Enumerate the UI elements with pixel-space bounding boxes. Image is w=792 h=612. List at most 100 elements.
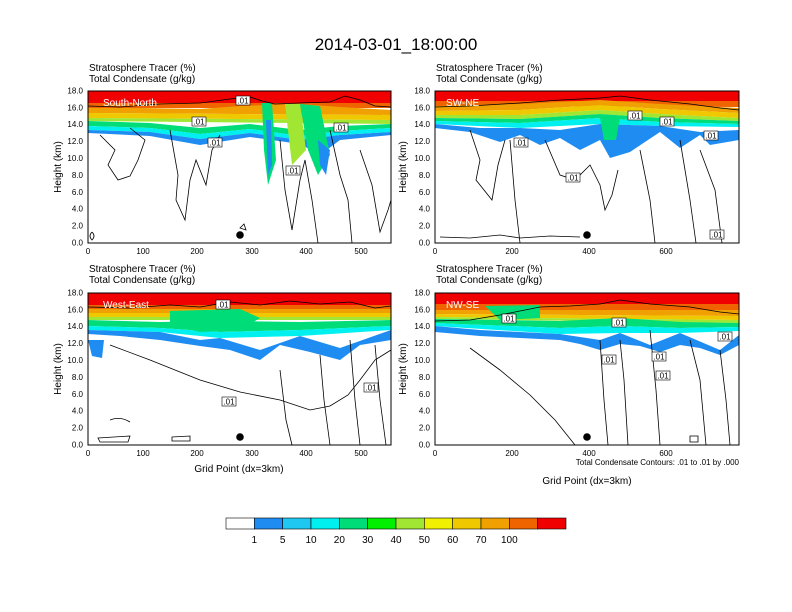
x-tick-label: 600 bbox=[659, 247, 673, 256]
y-tick-label: 8.0 bbox=[419, 171, 431, 180]
x-tick-label: 500 bbox=[354, 247, 368, 256]
contour-label: .01 bbox=[193, 118, 205, 127]
location-marker bbox=[583, 433, 591, 441]
y-tick-label: 0.0 bbox=[72, 441, 84, 450]
contour-label: .01 bbox=[503, 315, 515, 324]
colorbar-level-label: 50 bbox=[419, 535, 431, 546]
colorbar-swatch bbox=[367, 517, 397, 530]
y-tick-label: 0.0 bbox=[419, 441, 431, 450]
y-tick-label: 6.0 bbox=[72, 188, 84, 197]
y-tick-label: 4.0 bbox=[72, 205, 84, 214]
y-tick-label: 10.0 bbox=[414, 356, 430, 365]
colorbar-swatch bbox=[310, 517, 340, 530]
colorbar-swatch bbox=[509, 517, 538, 530]
y-axis-label: Height (km) bbox=[53, 343, 64, 395]
y-tick-label: 12.0 bbox=[67, 339, 83, 348]
condensate-contours bbox=[434, 95, 740, 244]
colorbar-swatch bbox=[225, 517, 255, 530]
colorbar-level-label: 70 bbox=[475, 535, 487, 546]
y-tick-label: 10.0 bbox=[414, 154, 430, 163]
contour-label: .01 bbox=[719, 333, 731, 342]
x-tick-label: 200 bbox=[505, 247, 519, 256]
main-title: 2014-03-01_18:00:00 bbox=[315, 35, 478, 54]
colorbar-level-label: 30 bbox=[362, 535, 374, 546]
y-tick-label: 18.0 bbox=[67, 87, 83, 96]
y-tick-label: 2.0 bbox=[72, 222, 84, 231]
field-fill bbox=[435, 293, 739, 355]
colorbar-level-label: 100 bbox=[501, 535, 518, 546]
contour-label: .01 bbox=[515, 139, 527, 148]
panel-west-east: Stratosphere Tracer (%) Total Condensate… bbox=[53, 264, 392, 475]
contour-label: .01 bbox=[209, 139, 221, 148]
contour-label: .01 bbox=[217, 301, 229, 310]
y-tick-label: 6.0 bbox=[419, 390, 431, 399]
condensate-contours bbox=[87, 300, 392, 446]
y-tick-label: 2.0 bbox=[419, 424, 431, 433]
panel-south-north: Stratosphere Tracer (%) Total Condensate… bbox=[53, 63, 392, 256]
location-marker bbox=[583, 231, 591, 239]
y-tick-label: 10.0 bbox=[67, 154, 83, 163]
colorbar-swatch bbox=[395, 517, 425, 530]
x-axis-ticks: 0 100 200 300 400 500 bbox=[86, 247, 368, 256]
y-tick-label: 18.0 bbox=[414, 289, 430, 298]
y-tick-label: 4.0 bbox=[419, 407, 431, 416]
colorbar-swatch bbox=[424, 517, 453, 530]
plot-frame bbox=[87, 292, 392, 446]
colorbar-level-label: 10 bbox=[305, 535, 317, 546]
field-fill bbox=[88, 91, 391, 185]
y-axis-ticks: 0.0 2.0 4.0 6.0 8.0 10.0 12.0 14.0 16.0 … bbox=[414, 289, 430, 450]
condensate-contours bbox=[434, 299, 740, 446]
contour-label: .01 bbox=[661, 118, 673, 127]
panel-name: West-East bbox=[103, 300, 149, 311]
y-tick-label: 16.0 bbox=[414, 305, 430, 314]
contour-info-note: Total Condensate Contours: .01 to .01 by… bbox=[576, 458, 740, 467]
y-tick-label: 6.0 bbox=[72, 390, 84, 399]
contour-label: .01 bbox=[603, 356, 615, 365]
panel-variable-line2: Total Condensate (g/kg) bbox=[436, 74, 542, 85]
y-tick-label: 4.0 bbox=[419, 205, 431, 214]
contour-label: .01 bbox=[237, 97, 249, 106]
x-tick-label: 400 bbox=[299, 449, 313, 458]
panel-variable-line1: Stratosphere Tracer (%) bbox=[89, 264, 196, 275]
contour-label: .01 bbox=[711, 231, 723, 240]
contour-label: .01 bbox=[613, 319, 625, 328]
field-fill bbox=[435, 91, 739, 158]
panel-nw-se: Stratosphere Tracer (%) Total Condensate… bbox=[398, 264, 740, 487]
x-tick-label: 300 bbox=[245, 247, 259, 256]
colorbar-level-label: 5 bbox=[280, 535, 286, 546]
plot-frame bbox=[434, 292, 740, 446]
panel-variable-line2: Total Condensate (g/kg) bbox=[89, 74, 195, 85]
colorbar-level-label: 60 bbox=[447, 535, 459, 546]
x-tick-label: 400 bbox=[299, 247, 313, 256]
panel-name: NW-SE bbox=[446, 300, 479, 311]
contour-label: .01 bbox=[287, 167, 299, 176]
x-axis-label: Grid Point (dx=3km) bbox=[542, 476, 631, 487]
panel-sw-ne: Stratosphere Tracer (%) Total Condensate… bbox=[398, 63, 740, 256]
y-tick-label: 0.0 bbox=[419, 239, 431, 248]
plot-frame bbox=[87, 90, 392, 244]
x-tick-label: 100 bbox=[136, 449, 150, 458]
contour-label: .01 bbox=[705, 132, 717, 141]
colorbar-swatch bbox=[339, 517, 368, 530]
y-tick-label: 8.0 bbox=[419, 373, 431, 382]
contour-label: .01 bbox=[567, 174, 579, 183]
panel-variable-line1: Stratosphere Tracer (%) bbox=[436, 264, 543, 275]
x-axis-ticks: 0 200 400 600 bbox=[433, 449, 673, 458]
colorbar-level-label: 20 bbox=[334, 535, 346, 546]
y-axis-ticks: 0.0 2.0 4.0 6.0 8.0 10.0 12.0 14.0 16.0 … bbox=[67, 87, 83, 248]
panel-variable-line1: Stratosphere Tracer (%) bbox=[436, 63, 543, 74]
colorbar: 1 5 10 20 30 40 50 60 70 100 bbox=[225, 517, 567, 546]
y-axis-ticks: 0.0 2.0 4.0 6.0 8.0 10.0 12.0 14.0 16.0 … bbox=[414, 87, 430, 248]
colorbar-swatch bbox=[282, 517, 312, 530]
y-tick-label: 8.0 bbox=[72, 373, 84, 382]
condensate-contours bbox=[87, 95, 392, 244]
plot-frame bbox=[434, 90, 740, 244]
x-tick-label: 0 bbox=[86, 449, 91, 458]
y-tick-label: 16.0 bbox=[67, 103, 83, 112]
y-tick-label: 18.0 bbox=[67, 289, 83, 298]
contour-label: .01 bbox=[653, 353, 665, 362]
x-axis-ticks: 0 200 400 600 bbox=[433, 247, 673, 256]
y-tick-label: 8.0 bbox=[72, 171, 84, 180]
x-tick-label: 400 bbox=[582, 449, 596, 458]
